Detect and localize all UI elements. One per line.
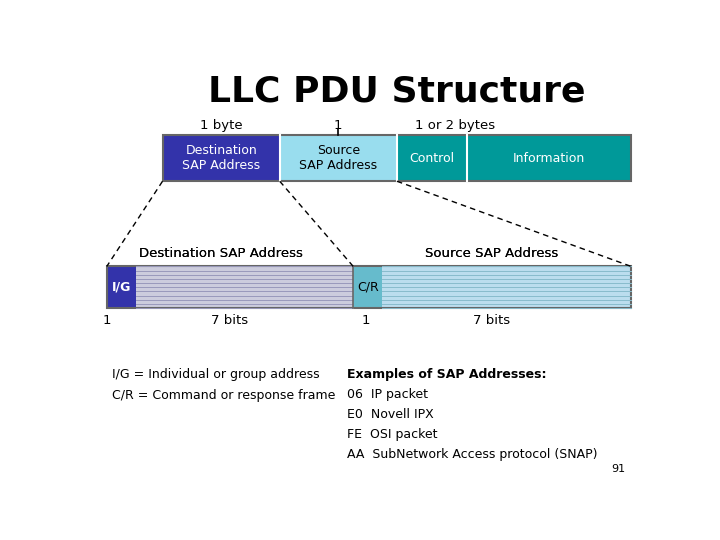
Bar [107, 266, 135, 308]
Bar [163, 136, 631, 181]
Text: Source SAP Address: Source SAP Address [425, 247, 559, 260]
Bar [382, 266, 631, 308]
Text: 1: 1 [334, 119, 343, 132]
Bar [107, 266, 631, 308]
Text: C/R: C/R [357, 281, 379, 294]
Text: FE  OSI packet: FE OSI packet [347, 428, 437, 441]
Text: Destination SAP Address: Destination SAP Address [139, 247, 303, 260]
Text: 1 or 2 bytes: 1 or 2 bytes [415, 119, 495, 132]
Bar [163, 136, 280, 181]
Bar [279, 136, 397, 181]
Text: I/G: I/G [112, 281, 131, 294]
Text: 1: 1 [102, 314, 111, 327]
Text: E0  Novell IPX: E0 Novell IPX [347, 408, 433, 421]
Text: 1: 1 [362, 314, 371, 327]
Text: Examples of SAP Addresses:: Examples of SAP Addresses: [347, 368, 546, 381]
Text: Source
SAP Address: Source SAP Address [300, 144, 377, 172]
Bar [354, 266, 382, 308]
Text: 7 bits: 7 bits [211, 314, 248, 327]
Bar [135, 266, 354, 308]
Text: Control: Control [410, 152, 454, 165]
Bar [397, 136, 467, 181]
Text: 7 bits: 7 bits [473, 314, 510, 327]
Text: LLC PDU Structure: LLC PDU Structure [208, 75, 585, 109]
Text: I/G = Individual or group address: I/G = Individual or group address [112, 368, 320, 381]
Text: Source SAP Address: Source SAP Address [425, 247, 559, 260]
Bar [467, 136, 631, 181]
Text: AA  SubNetwork Access protocol (SNAP): AA SubNetwork Access protocol (SNAP) [347, 448, 597, 461]
Text: Destination
SAP Address: Destination SAP Address [182, 144, 260, 172]
Text: Destination SAP Address: Destination SAP Address [139, 247, 303, 260]
Text: 06  IP packet: 06 IP packet [347, 388, 428, 401]
Text: 91: 91 [611, 464, 626, 474]
Text: 1 byte: 1 byte [200, 119, 243, 132]
Text: Information: Information [513, 152, 585, 165]
Text: C/R = Command or response frame: C/R = Command or response frame [112, 389, 336, 402]
